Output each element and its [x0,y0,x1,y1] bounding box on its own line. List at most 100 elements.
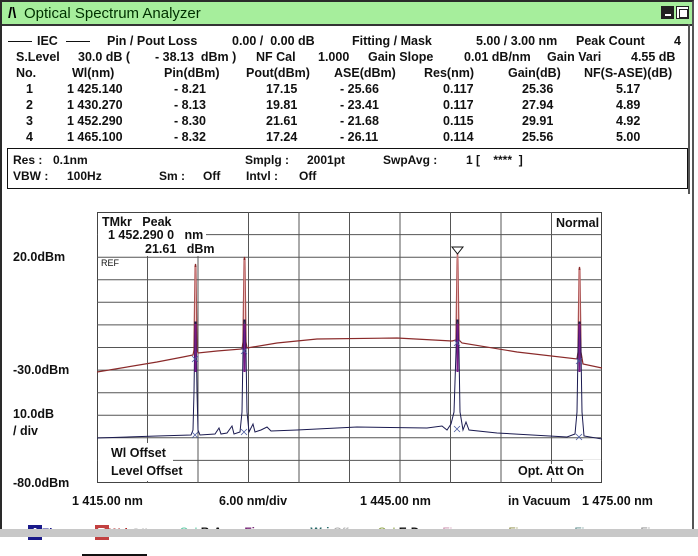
peak-count-value: 4 [674,34,681,48]
col-ase: ASE(dBm) [334,66,396,80]
x-div-label: 6.00 nm/div [219,494,288,508]
gain-vari-label: Gain Vari [547,50,602,64]
cell-ase: - 23.41 [340,98,379,112]
peak-count-label: Peak Count [576,34,645,48]
cell-wl: 1 452.290 [67,114,123,128]
cell-nf: 5.17 [616,82,641,96]
cell-nf: 4.92 [616,114,641,128]
spectrum-svg [97,212,602,483]
cell-pout: 19.81 [266,98,298,112]
marker-bg [98,213,206,256]
y-bottom-label: -80.0dBm [13,476,70,490]
offset-bg [98,443,173,481]
y-scale-label: 10.0dB [13,407,54,421]
trace-a [97,319,602,440]
maximize-button[interactable] [676,6,689,19]
pin-pout-loss-label: Pin / Pout Loss [107,34,198,48]
marker-wavelength: 1 452.290 0 nm [108,228,204,242]
x-center-label: 1 445.00 nm [360,494,431,508]
col-wl: Wl(nm) [72,66,115,80]
wl-offset-label: Wl Offset [111,446,166,460]
cell-res: 0.114 [443,130,474,144]
fitting-mask-value: 5.00 / 3.00 nm [476,34,558,48]
cell-res: 0.117 [443,98,474,112]
cell-wl: 1 425.140 [67,82,123,96]
swpavg-label: SwpAvg : [383,153,438,167]
smplg-label: Smplg : [245,153,289,167]
cell-gain: 27.94 [522,98,554,112]
y-top-label: 20.0dBm [13,250,66,264]
marker-level: 21.61 dBm [145,242,215,256]
res-label: Res : [13,153,43,167]
gain-vari-value: 4.55 dB [631,50,676,64]
standard-label: IEC [37,34,58,48]
gain-slope-value: 0.01 dB/nm [464,50,531,64]
intvl-label: Intvl : [246,169,278,183]
nf-cal-value: 1.000 [318,50,350,64]
gain-slope-label: Gain Slope [368,50,434,64]
cell-pin: - 8.32 [174,130,206,144]
peak-marker-icon [450,246,465,255]
col-no: No. [16,66,37,80]
sm-value: Off [203,169,221,183]
cell-ase: - 26.11 [340,130,379,144]
vbw-value: 100Hz [67,169,102,183]
iec-rule-left [8,41,32,42]
app-logo-icon: /\ [8,5,17,22]
window-title: Optical Spectrum Analyzer [24,5,201,22]
cell-pout: 21.61 [266,114,298,128]
y-scale-unit: / div [13,424,39,438]
intvl-value: Off [299,169,317,183]
cell-res: 0.115 [443,114,474,128]
marker-title: TMkr Peak [102,215,172,229]
x-start-label: 1 415.00 nm [72,494,143,508]
cell-ase: - 21.68 [340,114,379,128]
settings-panel [7,148,688,189]
title-bar: /\ Optical Spectrum Analyzer [2,2,692,26]
cell-wl: 1 430.270 [67,98,123,112]
cell-gain: 25.36 [522,82,554,96]
opt-att-label: Opt. Att On [518,464,585,478]
s-level-label: S.Level [16,50,60,64]
cell-no: 1 [26,82,33,96]
cell-nf: 5.00 [616,130,641,144]
sm-label: Sm : [159,169,186,183]
cell-no: 3 [26,114,33,128]
peak-x-markers [191,339,583,441]
cell-ase: - 25.66 [340,82,379,96]
cell-pin: - 8.30 [174,114,206,128]
minimize-button[interactable] [661,6,674,19]
ref-label: REF [101,258,119,268]
col-nf: NF(S-ASE)(dB) [584,66,673,80]
s-level-dbm: - 38.13 dBm ) [155,50,237,64]
cell-gain: 25.56 [522,130,554,144]
x-stop-label: 1 475.00 nm [582,494,653,508]
s-level-value: 30.0 dB ( [78,50,131,64]
pin-pout-loss-value: 0.00 / 0.00 dB [232,34,315,48]
col-pin: Pin(dBm) [164,66,220,80]
swpavg-value: 1 [ **** ] [466,153,523,167]
level-offset-label: Level Offset [111,464,183,478]
x-medium-label: in Vacuum [508,494,571,508]
col-pout: Pout(dBm) [246,66,310,80]
mode-label: Normal [556,216,600,230]
col-gain: Gain(dB) [508,66,561,80]
cell-nf: 4.89 [616,98,641,112]
cell-pout: 17.24 [266,130,298,144]
cell-gain: 29.91 [522,114,554,128]
vbw-label: VBW : [13,169,49,183]
cell-wl: 1 465.100 [67,130,123,144]
cell-pin: - 8.21 [174,82,206,96]
smplg-value: 2001pt [307,153,346,167]
cell-pout: 17.15 [266,82,298,96]
cell-no: 2 [26,98,33,112]
iec-rule-right [66,41,90,42]
res-value: 0.1nm [53,153,88,167]
fitting-mask-label: Fitting / Mask [352,34,432,48]
spectrum-plot[interactable]: TMkr Peak 1 452.290 0 nm 21.61 dBm REF N… [97,212,602,483]
cell-res: 0.117 [443,82,474,96]
window-bottom-edge [0,529,698,537]
col-res: Res(nm) [424,66,475,80]
table-right-border [688,24,690,194]
nf-cal-label: NF Cal [256,50,296,64]
